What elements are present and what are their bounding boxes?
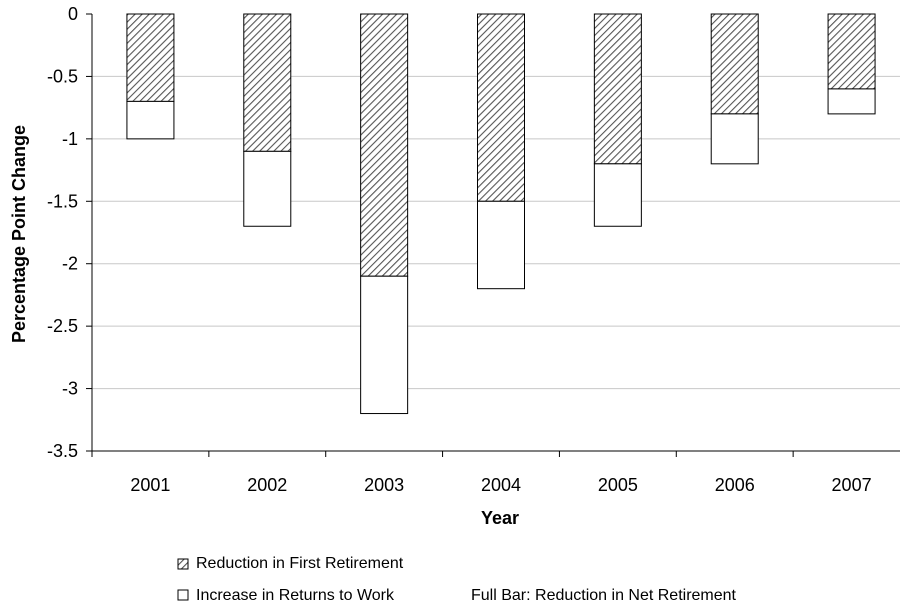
bar-first-retirement-2004 bbox=[477, 13, 525, 202]
bars bbox=[126, 13, 876, 415]
y-tick-label: -1 bbox=[62, 129, 78, 149]
axes bbox=[86, 13, 900, 457]
bar-returns-to-work-2002 bbox=[243, 150, 292, 227]
bar-returns-to-work-2007 bbox=[827, 88, 876, 115]
y-axis-title: Percentage Point Change bbox=[9, 125, 29, 343]
bar-first-retirement-2001 bbox=[126, 13, 175, 102]
y-tick-label: -3 bbox=[62, 379, 78, 399]
x-tick-label: 2003 bbox=[364, 475, 404, 495]
bar-first-retirement-2002 bbox=[243, 13, 292, 152]
bar-returns-to-work-2005 bbox=[593, 163, 642, 227]
y-tick-label: -3.5 bbox=[47, 441, 78, 461]
bar-first-retirement-2005 bbox=[593, 13, 642, 165]
x-tick-labels: 2001 2002 2003 2004 2005 2006 2007 bbox=[130, 475, 871, 495]
x-tick-label: 2001 bbox=[130, 475, 170, 495]
y-tick-label: 0 bbox=[68, 4, 78, 24]
x-tick-label: 2007 bbox=[832, 475, 872, 495]
x-tick-label: 2005 bbox=[598, 475, 638, 495]
legend-label-returns-to-work: Increase in Returns to Work bbox=[196, 587, 395, 604]
x-tick-label: 2002 bbox=[247, 475, 287, 495]
legend-label-first-retirement: Reduction in First Retirement bbox=[196, 555, 404, 572]
legend-note: Full Bar: Reduction in Net Retirement bbox=[471, 587, 737, 604]
y-tick-label: -0.5 bbox=[47, 66, 78, 86]
y-tick-label: -2.5 bbox=[47, 316, 78, 336]
bar-first-retirement-2006 bbox=[710, 13, 759, 115]
bar-returns-to-work-2003 bbox=[360, 275, 409, 415]
y-tick-labels: 0 -0.5 -1 -1.5 -2 -2.5 -3 -3.5 bbox=[47, 4, 78, 461]
bar-returns-to-work-2006 bbox=[710, 113, 759, 165]
y-tick-label: -2 bbox=[62, 254, 78, 274]
legend-swatch-first-retirement bbox=[177, 558, 189, 570]
bar-first-retirement-2003 bbox=[360, 13, 409, 277]
bar-first-retirement-2007 bbox=[827, 13, 876, 90]
bar-returns-to-work-2004 bbox=[477, 200, 525, 290]
x-tick-label: 2006 bbox=[715, 475, 755, 495]
y-tick-label: -1.5 bbox=[47, 191, 78, 211]
legend-swatch-returns-to-work bbox=[177, 589, 189, 601]
legend: Reduction in First Retirement Increase i… bbox=[177, 555, 737, 604]
x-tick-label: 2004 bbox=[481, 475, 521, 495]
bar-returns-to-work-2001 bbox=[126, 100, 175, 140]
x-axis-title: Year bbox=[481, 508, 519, 528]
